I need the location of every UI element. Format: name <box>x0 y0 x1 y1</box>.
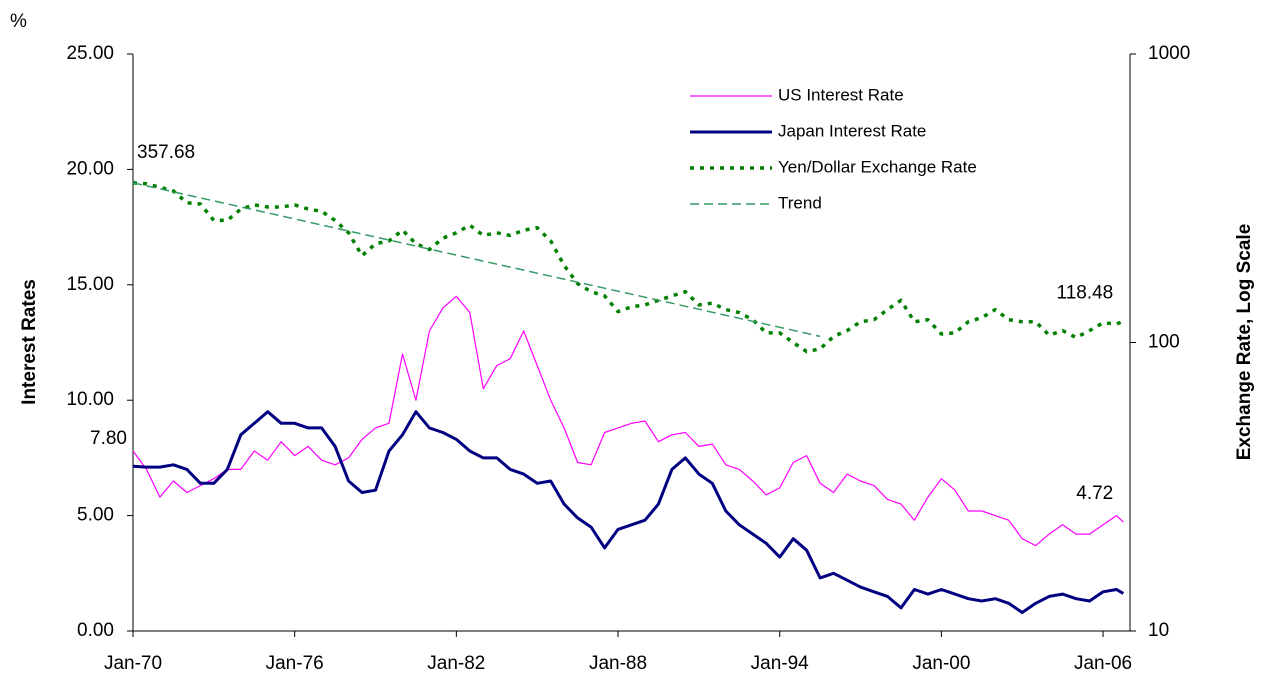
x-tick-label: Jan-88 <box>589 653 647 674</box>
y-tick-label: 0.00 <box>77 620 114 641</box>
data-label: 4.72 <box>1076 483 1113 504</box>
x-tick-label: Jan-70 <box>104 653 162 674</box>
series-line <box>132 410 1125 614</box>
x-tick-label: Jan-00 <box>912 653 970 674</box>
series-line <box>132 295 1124 547</box>
series-line <box>132 181 1124 354</box>
y2-axis-label: Exchange Rate, Log Scale <box>1234 224 1255 461</box>
data-label: 357.68 <box>137 142 195 163</box>
y2-tick-label: 1000 <box>1148 43 1190 64</box>
x-tick-label: Jan-06 <box>1074 653 1132 674</box>
x-tick-label: Jan-94 <box>751 653 810 674</box>
y2-tick-label: 100 <box>1148 332 1180 353</box>
x-tick-label: Jan-76 <box>266 653 324 674</box>
y-tick-label: 15.00 <box>66 274 114 295</box>
legend-label: US Interest Rate <box>778 85 904 104</box>
legend-label: Trend <box>778 193 822 212</box>
data-label: 7.80 <box>90 428 127 449</box>
y-tick-label: 10.00 <box>66 389 114 410</box>
y2-tick-label: 10 <box>1148 620 1169 641</box>
y-tick-label: 25.00 <box>66 43 114 64</box>
x-tick-label: Jan-82 <box>427 653 485 674</box>
y-tick-label: 20.00 <box>66 158 114 179</box>
legend-label: Japan Interest Rate <box>778 121 926 140</box>
series-line <box>132 182 821 338</box>
y-tick-label: 5.00 <box>77 505 114 526</box>
unit-label: % <box>10 11 27 32</box>
legend-label: Yen/Dollar Exchange Rate <box>778 157 977 176</box>
data-label: 118.48 <box>1057 282 1114 303</box>
y-axis-label: Interest Rates <box>19 279 40 405</box>
